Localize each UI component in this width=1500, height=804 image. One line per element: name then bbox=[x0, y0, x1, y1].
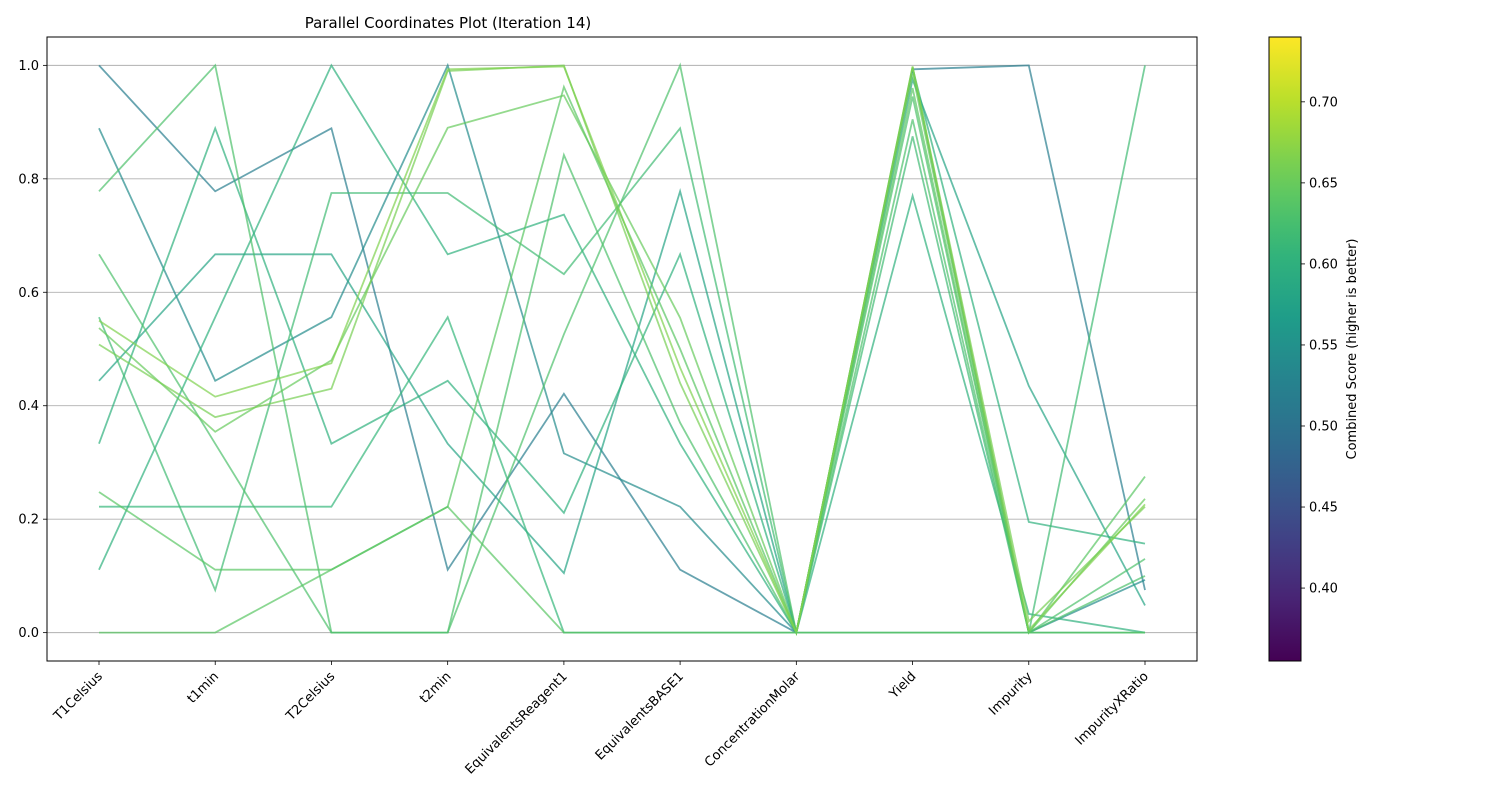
x-axis-label: Impurity bbox=[986, 669, 1036, 719]
x-axis-label: EquivalentsReagent1 bbox=[463, 669, 571, 777]
colorbar-tick-label: 0.70 bbox=[1309, 95, 1338, 110]
colorbar-tick-label: 0.60 bbox=[1309, 257, 1338, 272]
colorbar-tick-label: 0.55 bbox=[1309, 338, 1338, 353]
colorbar-tick-label: 0.45 bbox=[1309, 501, 1338, 516]
colorbar-label: Combined Score (higher is better) bbox=[1345, 239, 1360, 460]
series-line bbox=[98, 76, 1146, 633]
chart-title: Parallel Coordinates Plot (Iteration 14) bbox=[305, 14, 591, 32]
colorbar-tick-label: 0.40 bbox=[1309, 582, 1338, 597]
series-line bbox=[98, 62, 1146, 635]
x-axis-label: T2Celsius bbox=[283, 669, 339, 725]
x-axis-label: t1min bbox=[185, 669, 222, 706]
series-line bbox=[98, 65, 1146, 633]
x-axis-label: Yield bbox=[886, 669, 919, 702]
plot-area: 0.0 0.2 0.4 0.6 0.8 1.0 T1Celsius t1min T2Celsiu… bbox=[18, 36, 1198, 777]
x-axis-label: t2min bbox=[417, 669, 454, 706]
colorbar-tick-label: 0.65 bbox=[1309, 176, 1338, 191]
series-line bbox=[99, 505, 1145, 634]
series-line bbox=[98, 64, 1146, 634]
x-axis-label: T1Celsius bbox=[50, 669, 106, 725]
x-axis-label: ConcentrationMolar bbox=[702, 669, 804, 771]
y-tick-label: 1.0 bbox=[18, 59, 39, 74]
series-line bbox=[98, 63, 1146, 636]
y-tick-label: 0.0 bbox=[18, 626, 39, 641]
y-tick-label: 0.4 bbox=[18, 399, 39, 414]
y-tick-label: 0.2 bbox=[18, 513, 39, 528]
colorbar-gradient bbox=[1268, 36, 1302, 662]
y-tick-label: 0.8 bbox=[18, 172, 39, 187]
series-line bbox=[98, 62, 1146, 634]
colorbar-tick-label: 0.50 bbox=[1309, 419, 1338, 434]
colorbar: 0.40 0.45 0.50 0.55 0.60 0.65 0.70 Combined Sco… bbox=[1268, 36, 1360, 662]
series-line bbox=[98, 65, 1146, 636]
x-axis-label: EquivalentsBASE1 bbox=[593, 669, 687, 763]
series-line bbox=[98, 119, 1146, 636]
plot-frame bbox=[46, 36, 1198, 662]
series-line bbox=[98, 64, 1146, 636]
series-line bbox=[98, 73, 1146, 636]
series-line bbox=[98, 125, 1146, 636]
x-axis-label: ImpurityXRatio bbox=[1073, 669, 1152, 748]
y-tick-label: 0.6 bbox=[18, 286, 39, 301]
